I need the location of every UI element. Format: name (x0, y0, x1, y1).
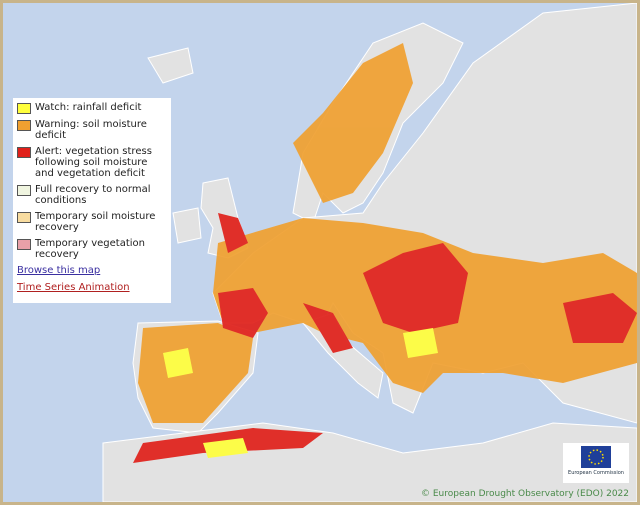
drought-watch (203, 438, 248, 458)
land-iceland (147, 47, 194, 84)
drought-watch (403, 328, 438, 358)
legend-link[interactable]: Time Series Animation (17, 282, 130, 293)
legend-swatch (17, 147, 31, 158)
map (102, 3, 637, 502)
drought-warning (293, 43, 413, 203)
drought-alert (218, 213, 248, 253)
legend-label: Temporary soil moisture recovery (35, 211, 156, 233)
legend-label: Full recovery to normal conditions (35, 184, 151, 206)
drought-alert (363, 243, 468, 333)
legend-item: Watch: rainfall deficit (17, 102, 167, 114)
legend-swatch (17, 185, 31, 196)
credit: © European Drought Observatory (EDO) 202… (420, 489, 629, 499)
eu-logo: European Commission (563, 443, 629, 483)
legend-item: Warning: soil moisture deficit (17, 119, 167, 141)
legend-label: Temporary vegetation recovery (35, 238, 145, 260)
legend-item: Temporary vegetation recovery (17, 238, 167, 260)
legend-swatch (17, 120, 31, 131)
legend-label: Warning: soil moisture deficit (35, 119, 147, 141)
legend-swatch (17, 103, 31, 114)
legend-item: Alert: vegetation stress following soil … (17, 146, 167, 179)
logo-label: European Commission (568, 470, 624, 476)
drought-alert (218, 288, 268, 338)
eu-flag (581, 446, 611, 468)
drought-alert (563, 293, 637, 343)
legend: Watch: rainfall deficit Warning: soil moi… (13, 98, 171, 303)
legend-label: Alert: vegetation stress following soil … (35, 146, 152, 179)
legend-item: Full recovery to normal conditions (17, 184, 167, 206)
drought-warning (138, 323, 253, 423)
legend-swatch (17, 239, 31, 250)
land-ireland (172, 207, 202, 244)
legend-swatch (17, 212, 31, 223)
legend-label: Watch: rainfall deficit (35, 102, 142, 113)
drought-watch (163, 348, 193, 378)
legend-link[interactable]: Browse this map (17, 265, 101, 276)
drought-alert (303, 303, 353, 353)
legend-item: Temporary soil moisture recovery (17, 211, 167, 233)
